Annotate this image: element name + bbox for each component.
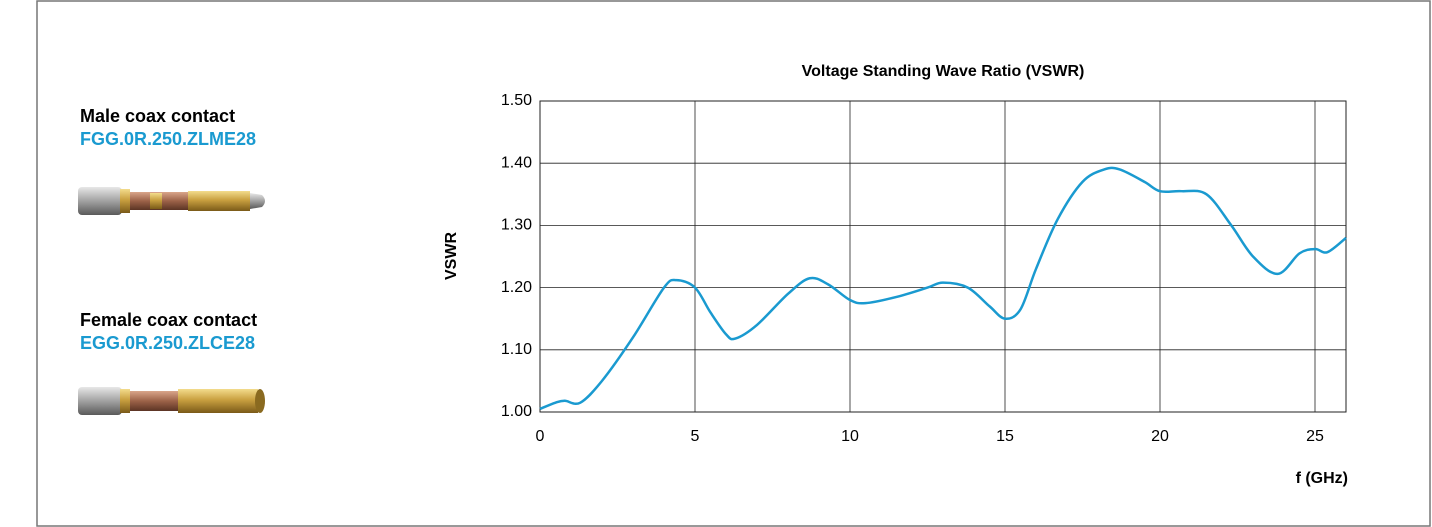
x-tick-label: 15 <box>996 428 1014 445</box>
y-tick-label: 1.10 <box>501 341 532 358</box>
plot-frame <box>539 100 1347 413</box>
female-contact-image <box>78 387 265 415</box>
x-tick-label: 20 <box>1151 428 1169 445</box>
x-axis-label: f (GHz) <box>1296 470 1348 487</box>
y-tick-label: 1.40 <box>501 154 532 171</box>
product-label: Male coax contact <box>80 106 235 126</box>
y-axis-label: VSWR <box>443 232 460 280</box>
x-tick-label: 5 <box>691 428 700 445</box>
chart-title: Voltage Standing Wave Ratio (VSWR) <box>802 63 1085 80</box>
y-tick-label: 1.20 <box>501 279 532 296</box>
product-code: FGG.0R.250.ZLME28 <box>80 129 256 149</box>
male-contact-image <box>78 187 265 215</box>
x-tick-label: 0 <box>536 428 545 445</box>
y-tick-label: 1.30 <box>501 217 532 234</box>
product-code: EGG.0R.250.ZLCE28 <box>80 333 255 353</box>
x-tick-label: 25 <box>1306 428 1324 445</box>
product-label: Female coax contact <box>80 310 257 330</box>
y-tick-label: 1.50 <box>501 92 532 109</box>
x-tick-label: 10 <box>841 428 859 445</box>
frame <box>36 0 1431 527</box>
data-line <box>539 166 1347 411</box>
y-tick-label: 1.00 <box>501 403 532 420</box>
